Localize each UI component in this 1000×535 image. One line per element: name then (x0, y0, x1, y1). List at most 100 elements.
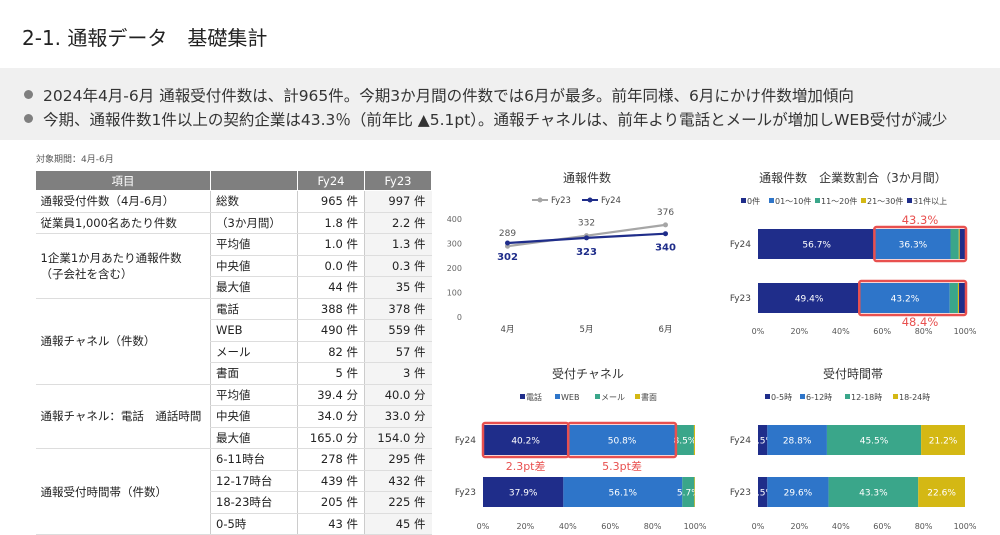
table-fy23-cell: 3 件 (364, 362, 432, 385)
table-row: 18-23時台 205 件 225 件 (36, 491, 432, 514)
table-sub-cell: 中央値 (210, 255, 298, 277)
table-category-cell: 通報チャネル：電話 通話時間 (35, 383, 211, 449)
summary-table: 項目 Fy24 Fy23 通報受付件数（4月-6月） 総数 965 件 997 件従業… (35, 170, 432, 535)
legend-swatch (741, 198, 746, 203)
bar-segment (918, 477, 965, 507)
bar-data-label: 37.9% (509, 489, 538, 499)
y-tick-label: 300 (447, 240, 462, 249)
legend-swatch (555, 394, 560, 399)
bar-data-label: 4.5% (751, 437, 774, 447)
table-fy23-cell: 295 件 (364, 448, 432, 471)
table-fy24-cell: 1.0 件 (297, 233, 365, 256)
x-tick-label: 100% (954, 327, 977, 336)
bar-segment (959, 229, 965, 259)
bar-data-label: 56.7% (802, 241, 831, 251)
legend-label: 31件以上 (913, 196, 947, 206)
legend-label: メール (601, 393, 625, 402)
x-tick-label: 80% (915, 522, 933, 531)
data-point (505, 243, 510, 249)
table-row: 通報受付件数（4月-6月） 総数 965 件 997 件 (35, 190, 432, 213)
table-row: 中央値 34.0 分 33.0 分 (36, 405, 432, 428)
data-label: 302 (497, 252, 518, 263)
legend-label: 書面 (641, 392, 657, 402)
bar-segment (875, 229, 951, 259)
data-point (505, 240, 510, 246)
x-tick-label: 4月 (501, 325, 515, 335)
legend-label: 0-5時 (771, 393, 792, 402)
legend-label: 6-12時 (806, 393, 832, 402)
x-tick-label: 40% (559, 522, 577, 531)
table-fy24-cell: 0.0 件 (297, 255, 365, 277)
header-fy23: Fy23 (364, 170, 432, 191)
bar-data-label: 45.5% (860, 437, 889, 447)
table-sub-cell: 中央値 (210, 405, 298, 428)
x-tick-label: 60% (873, 327, 891, 336)
x-tick-label: 40% (832, 327, 850, 336)
table-sub-cell: 最大値 (210, 427, 298, 449)
legend-swatch (815, 198, 820, 203)
y-tick-label: 200 (447, 264, 462, 273)
bar-data-label: 40.2% (511, 437, 540, 447)
table-category-cell: 従業員1,000名あたり件数 (35, 211, 211, 234)
legend-marker-Fy23 (537, 197, 543, 203)
bullet-dot-icon (24, 90, 33, 99)
bar-segment (767, 477, 829, 507)
data-point (663, 222, 668, 228)
bar-segment (483, 477, 564, 507)
legend-label: 01～10件 (775, 196, 811, 206)
legend-swatch (520, 394, 525, 399)
table-fy23-cell: 432 件 (364, 470, 432, 492)
chart-title: 通報件数 企業数割合（3か月間） (759, 170, 947, 185)
table-category-cell: 1企業1か月あたり通報件数 （子会社を含む） (35, 233, 211, 299)
table-row: メール 82 件 57 件 (36, 341, 432, 363)
bar-data-label: 22.6% (927, 489, 956, 499)
highlight-box (873, 225, 968, 263)
bar-data-label: 36.3% (899, 241, 928, 251)
bar-segment (682, 477, 695, 507)
bar-data-label: 21.2% (929, 437, 958, 447)
table-fy24-cell: 39.4 分 (297, 383, 365, 406)
legend-marker-Fy24 (587, 197, 593, 203)
bullet-dot-icon (24, 114, 33, 123)
table-sub-cell: （3か月間） (210, 211, 298, 234)
table-fy24-cell: 43 件 (297, 513, 365, 535)
category-label: Fy23 (730, 294, 751, 304)
bar-segment (949, 283, 958, 313)
x-tick-label: 100% (684, 522, 707, 531)
table-row: 通報チャネル：電話 通話時間 平均値 39.4 分 40.0 分 (35, 383, 432, 449)
data-label: 332 (578, 219, 595, 229)
table-category-cell: 通報受付件数（4月-6月） (35, 190, 211, 213)
bar-data-label: 5.7% (677, 489, 700, 499)
bar-data-label: 43.2% (891, 295, 920, 305)
category-label: Fy24 (455, 436, 476, 446)
bar-segment (950, 229, 959, 259)
table-row: WEB 490 件 559 件 (36, 319, 432, 342)
category-label: Fy24 (730, 436, 751, 446)
bar-data-label: 28.8% (783, 437, 812, 447)
table-fy23-cell: 57 件 (364, 341, 432, 363)
summary-panel: 2024年4月-6月 通報受付件数は、計965件。今期3か月間の件数では6月が最… (0, 68, 1000, 140)
bar-data-label: 56.1% (609, 489, 638, 499)
y-tick-label: 100 (447, 289, 462, 298)
table-sub-cell: WEB (210, 319, 298, 342)
header-fy24: Fy24 (297, 170, 365, 191)
table-category-cell: 通報受付時間帯（件数） (35, 448, 211, 535)
legend-swatch (893, 394, 898, 399)
bar-segment (767, 425, 827, 455)
table-fy24-cell: 490 件 (297, 319, 365, 342)
x-tick-label: 6月 (659, 325, 673, 335)
table-row: 1企業1か月あたり通報件数 （子会社を含む） 平均値 1.0 件 1.3 件 (35, 233, 432, 299)
bar-segment (483, 425, 569, 455)
data-point (584, 233, 589, 239)
table-fy23-cell: 40.0 分 (364, 383, 432, 406)
bar-segment (958, 229, 960, 259)
bar-segment (563, 477, 683, 507)
x-tick-label: 20% (791, 522, 809, 531)
bar-data-label: 50.8% (608, 437, 637, 447)
legend-label: 11～20件 (821, 196, 857, 206)
bar-segment (958, 283, 965, 313)
table-fy23-cell: 378 件 (364, 297, 432, 320)
legend-swatch (595, 394, 600, 399)
table-fy24-cell: 34.0 分 (297, 405, 365, 428)
